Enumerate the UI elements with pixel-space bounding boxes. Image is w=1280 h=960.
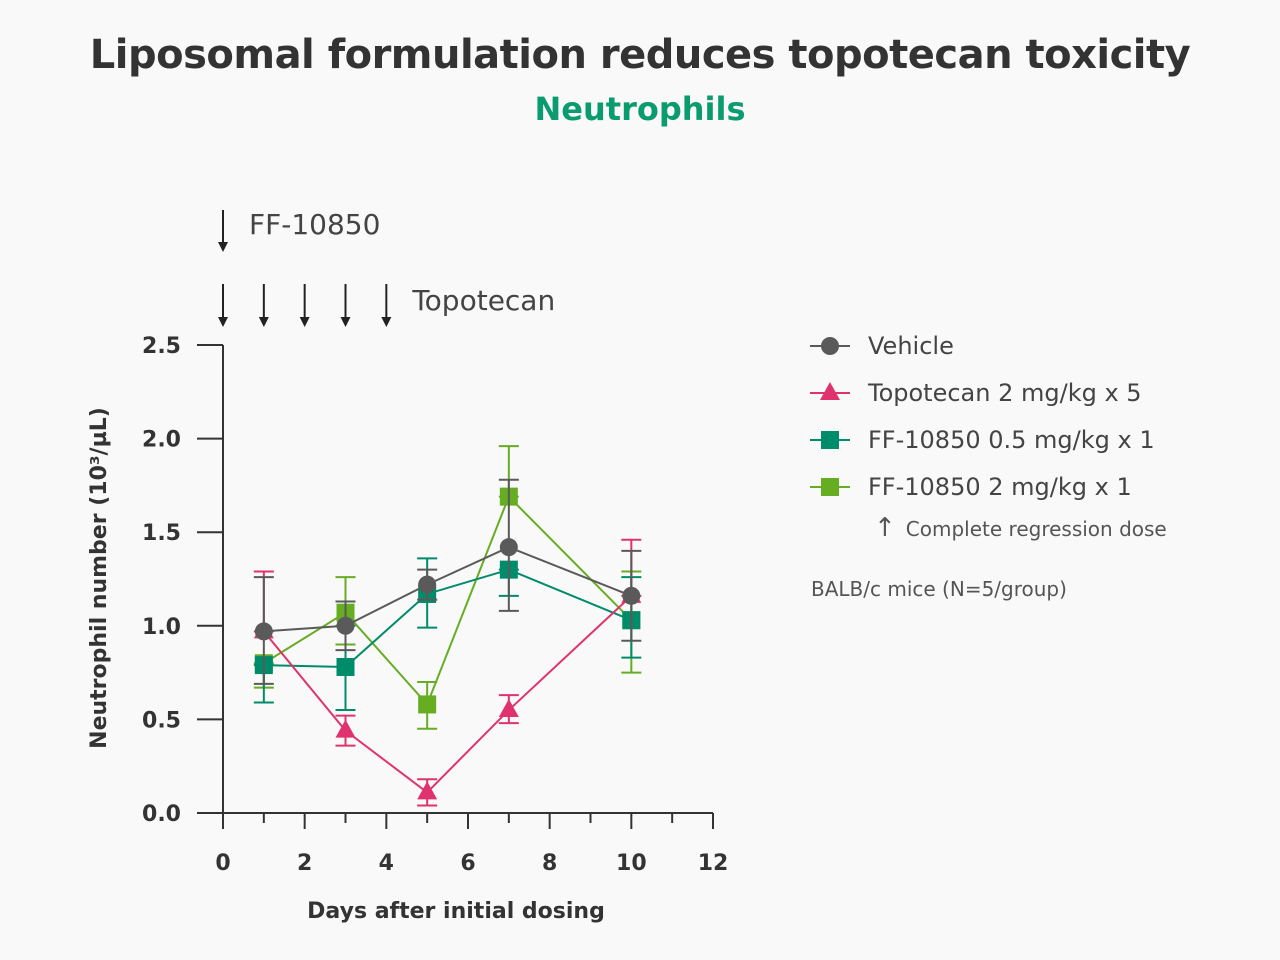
y-tick-label: 1.5: [142, 521, 181, 546]
legend-marker-square: [810, 430, 850, 449]
legend-marker-square: [810, 477, 850, 496]
data-point: [499, 538, 518, 557]
series-line: [263, 595, 633, 794]
legend-label: FF-10850 0.5 mg/kg x 1: [868, 425, 1155, 454]
data-point: [336, 657, 355, 676]
dose-arrow-icon-head: [258, 317, 269, 327]
legend-marker: [821, 430, 839, 449]
data-point: [418, 695, 437, 714]
data-point: [498, 699, 519, 718]
legend-item-ff-2: FF-10850 2 mg/kg x 1: [808, 463, 1155, 510]
x-tick-label: 4: [379, 851, 394, 876]
dose-arrow-icon-head: [218, 317, 228, 327]
data-point: [335, 719, 356, 738]
data-point: [417, 781, 438, 800]
data-point: [418, 575, 437, 594]
x-tick-label: 10: [616, 851, 647, 876]
dose-label: FF-10850: [249, 208, 380, 241]
x-tick-label: 2: [297, 851, 312, 876]
y-tick-label: 1.0: [142, 615, 181, 640]
legend-item-ff-0-5: FF-10850 0.5 mg/kg x 1: [808, 416, 1155, 463]
legend-marker-circle: [810, 336, 850, 355]
series-line: [263, 494, 633, 707]
chart-title: Liposomal formulation reduces topotecan …: [89, 32, 1191, 78]
chart-subtitle: Neutrophils: [534, 90, 746, 128]
y-axis-label: Neutrophil number (10³/µL): [87, 407, 112, 749]
dose-arrow-icon-head: [299, 317, 310, 327]
y-tick-label: 0.5: [142, 708, 181, 733]
dose-arrow-icon-head: [340, 317, 351, 327]
legend-marker: [821, 336, 839, 355]
y-tick-label: 2.5: [142, 334, 181, 359]
x-axis-label: Days after initial dosing: [307, 899, 605, 924]
regression-note-text: Complete regression dose: [905, 517, 1167, 541]
y-tick-label: 0.0: [142, 802, 181, 827]
series-0: [253, 478, 642, 685]
y-tick-label: 2.0: [142, 428, 181, 453]
data-point: [336, 616, 355, 635]
series-line: [263, 546, 632, 633]
mice-note: BALB/c mice (N=5/group): [811, 577, 1067, 601]
legend-marker: [821, 477, 839, 496]
regression-note: ↑ Complete regression dose: [874, 513, 1167, 543]
x-tick-label: 6: [460, 851, 475, 876]
x-tick-label: 12: [698, 851, 729, 876]
up-arrow-icon: ↑: [874, 513, 896, 543]
legend-label: Vehicle: [868, 331, 954, 360]
series-1: [253, 538, 642, 807]
legend-item-vehicle: Vehicle: [808, 322, 1155, 369]
legend-label: Topotecan 2 mg/kg x 5: [868, 378, 1142, 407]
data-point: [254, 622, 273, 641]
dose-arrow-icon-head: [381, 317, 392, 327]
legend-marker-triangle: [810, 381, 850, 400]
legend-marker: [820, 381, 840, 400]
data-point: [622, 586, 641, 605]
dose-arrow-icon-head: [218, 242, 228, 252]
dose-label: Topotecan: [411, 284, 555, 317]
legend: Vehicle Topotecan 2 mg/kg x 5 FF-10850 0…: [808, 322, 1155, 510]
x-tick-label: 0: [215, 851, 230, 876]
legend-label: FF-10850 2 mg/kg x 1: [868, 472, 1132, 501]
x-tick-label: 8: [542, 851, 557, 876]
legend-item-topotecan: Topotecan 2 mg/kg x 5: [808, 369, 1155, 416]
